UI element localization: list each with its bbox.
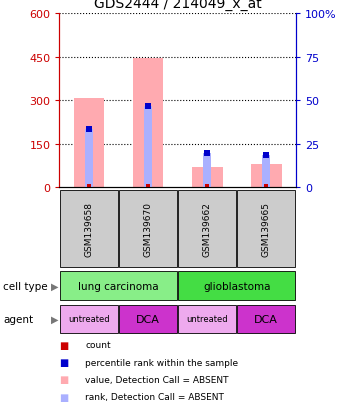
Text: DCA: DCA [136, 314, 160, 324]
Text: value, Detection Call = ABSENT: value, Detection Call = ABSENT [85, 375, 228, 384]
Text: agent: agent [3, 314, 34, 324]
Text: ■: ■ [59, 375, 69, 385]
Title: GDS2444 / 214049_x_at: GDS2444 / 214049_x_at [94, 0, 261, 11]
Bar [60, 305, 118, 333]
Bar [60, 191, 118, 268]
Text: untreated: untreated [68, 315, 110, 323]
Text: ■: ■ [59, 340, 69, 350]
Bar [251, 165, 282, 188]
Text: GSM139665: GSM139665 [262, 202, 271, 256]
Bar [262, 156, 270, 188]
Bar [85, 130, 93, 188]
Text: GSM139662: GSM139662 [203, 202, 212, 256]
Bar [203, 153, 211, 188]
Bar [178, 191, 236, 268]
Text: ■: ■ [59, 357, 69, 367]
Bar [74, 98, 104, 188]
Bar [119, 305, 177, 333]
Text: DCA: DCA [254, 314, 278, 324]
Text: rank, Detection Call = ABSENT: rank, Detection Call = ABSENT [85, 392, 224, 401]
Text: ■: ■ [59, 392, 69, 402]
Text: untreated: untreated [186, 315, 228, 323]
Text: GSM139658: GSM139658 [85, 202, 94, 256]
Text: glioblastoma: glioblastoma [203, 281, 271, 291]
Text: ▶: ▶ [51, 314, 58, 324]
Text: percentile rank within the sample: percentile rank within the sample [85, 358, 238, 367]
Text: GSM139670: GSM139670 [143, 202, 153, 256]
Bar [119, 191, 177, 268]
Bar [178, 305, 236, 333]
Bar [60, 272, 177, 300]
Text: ▶: ▶ [51, 281, 58, 291]
Text: cell type: cell type [3, 281, 48, 291]
Bar [237, 191, 295, 268]
Text: count: count [85, 340, 110, 349]
Bar [237, 305, 295, 333]
Bar [178, 272, 295, 300]
Bar [133, 58, 164, 188]
Bar [144, 107, 152, 188]
Text: lung carcinoma: lung carcinoma [78, 281, 159, 291]
Bar [192, 167, 223, 188]
